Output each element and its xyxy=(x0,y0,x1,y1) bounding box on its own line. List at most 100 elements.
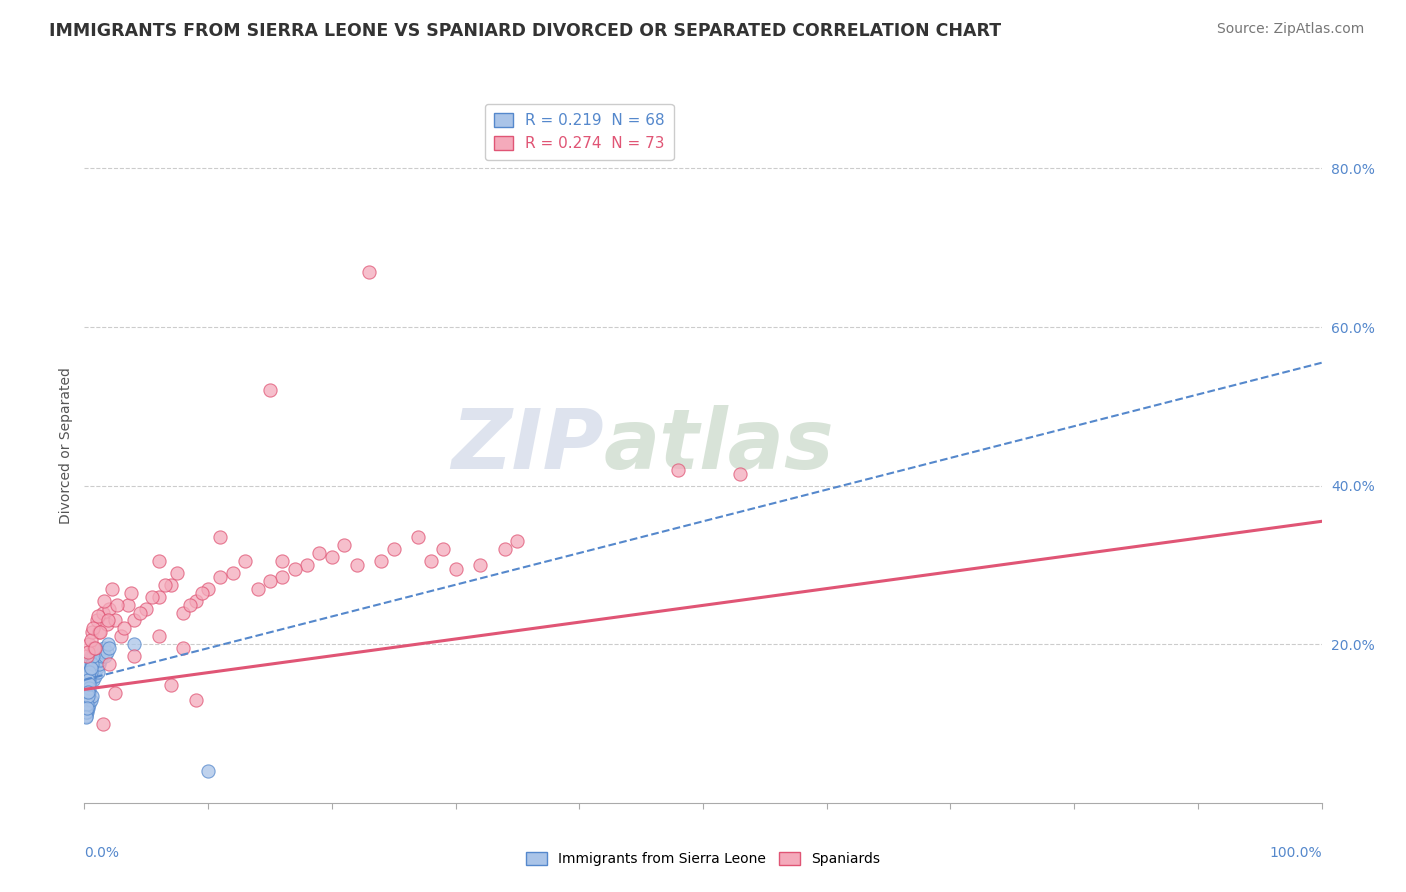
Point xyxy=(76,685,98,699)
Point xyxy=(135,601,157,615)
Point xyxy=(112,621,135,635)
Point xyxy=(77,669,100,683)
Point xyxy=(76,649,98,664)
Point xyxy=(666,463,689,477)
Point xyxy=(91,645,114,659)
Point xyxy=(506,534,529,549)
Point xyxy=(84,657,107,671)
Point xyxy=(197,582,219,596)
Point xyxy=(105,598,128,612)
Point xyxy=(76,673,98,687)
Point xyxy=(104,686,127,700)
Text: 0.0%: 0.0% xyxy=(84,846,120,860)
Point xyxy=(80,669,103,683)
Point xyxy=(333,538,356,552)
Point xyxy=(209,530,232,544)
Point xyxy=(321,549,343,564)
Point xyxy=(83,641,105,656)
Point xyxy=(87,665,110,679)
Point xyxy=(110,629,132,643)
Point xyxy=(197,764,219,778)
Point xyxy=(97,637,120,651)
Point xyxy=(79,681,101,695)
Point xyxy=(89,657,111,671)
Point xyxy=(93,641,115,656)
Point xyxy=(91,606,114,620)
Point xyxy=(79,661,101,675)
Point xyxy=(76,705,98,719)
Point xyxy=(166,566,188,580)
Point xyxy=(271,570,294,584)
Point xyxy=(179,598,201,612)
Point xyxy=(80,625,103,640)
Point xyxy=(93,593,115,607)
Point xyxy=(75,697,97,711)
Point xyxy=(308,546,330,560)
Point xyxy=(470,558,492,572)
Point xyxy=(94,649,117,664)
Point xyxy=(91,716,114,731)
Legend: Immigrants from Sierra Leone, Spaniards: Immigrants from Sierra Leone, Spaniards xyxy=(520,847,886,871)
Point xyxy=(357,264,380,278)
Point xyxy=(122,637,145,651)
Point xyxy=(75,669,97,683)
Point xyxy=(104,614,127,628)
Point xyxy=(122,614,145,628)
Point xyxy=(77,665,100,679)
Point xyxy=(148,590,170,604)
Point xyxy=(246,582,269,596)
Point xyxy=(82,649,104,664)
Point xyxy=(148,629,170,643)
Point xyxy=(419,554,441,568)
Point xyxy=(209,570,232,584)
Point xyxy=(84,641,107,656)
Point xyxy=(100,582,122,596)
Point xyxy=(80,689,103,703)
Point xyxy=(79,661,101,675)
Point xyxy=(76,697,98,711)
Point xyxy=(346,558,368,572)
Text: ZIP: ZIP xyxy=(451,406,605,486)
Point xyxy=(79,685,101,699)
Point xyxy=(76,661,98,675)
Point xyxy=(75,708,97,723)
Point xyxy=(259,574,281,588)
Point xyxy=(96,617,118,632)
Text: atlas: atlas xyxy=(605,406,835,486)
Text: 100.0%: 100.0% xyxy=(1270,846,1322,860)
Point xyxy=(408,530,430,544)
Point xyxy=(86,614,108,628)
Point xyxy=(222,566,245,580)
Point xyxy=(83,653,105,667)
Legend: R = 0.219  N = 68, R = 0.274  N = 73: R = 0.219 N = 68, R = 0.274 N = 73 xyxy=(485,104,673,160)
Point xyxy=(76,677,98,691)
Point xyxy=(89,625,111,640)
Point xyxy=(80,657,103,671)
Point xyxy=(382,542,405,557)
Point xyxy=(76,700,98,714)
Point xyxy=(129,606,152,620)
Point xyxy=(79,677,101,691)
Point xyxy=(494,542,516,557)
Point xyxy=(84,669,107,683)
Point xyxy=(295,558,318,572)
Point xyxy=(184,593,207,607)
Point xyxy=(172,606,194,620)
Point xyxy=(77,673,100,687)
Point xyxy=(98,601,121,615)
Point xyxy=(79,649,101,664)
Point xyxy=(79,673,101,687)
Y-axis label: Divorced or Separated: Divorced or Separated xyxy=(59,368,73,524)
Point xyxy=(259,384,281,398)
Point xyxy=(83,665,105,679)
Point xyxy=(87,653,110,667)
Point xyxy=(728,467,751,481)
Point xyxy=(82,621,104,635)
Point xyxy=(76,692,98,706)
Point xyxy=(75,681,97,695)
Point xyxy=(284,562,307,576)
Point xyxy=(86,649,108,664)
Point xyxy=(79,692,101,706)
Point xyxy=(77,692,100,706)
Text: IMMIGRANTS FROM SIERRA LEONE VS SPANIARD DIVORCED OR SEPARATED CORRELATION CHART: IMMIGRANTS FROM SIERRA LEONE VS SPANIARD… xyxy=(49,22,1001,40)
